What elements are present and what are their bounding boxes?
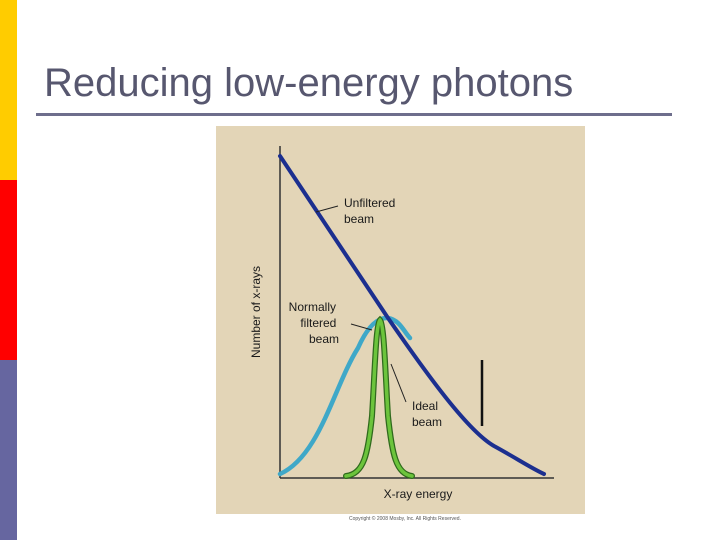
ideal-beam-curve: [344, 317, 414, 478]
y-axis-label: Number of x-rays: [249, 266, 263, 358]
spectrum-diagram: Unfiltered beam Normally filtered beam I…: [216, 126, 585, 514]
copyright-notice: Copyright © 2008 Mosby, Inc. All Rights …: [349, 516, 461, 522]
x-axis-label: X-ray energy: [384, 487, 453, 501]
xray-spectrum-figure: Unfiltered beam Normally filtered beam I…: [216, 126, 585, 514]
sidebar-accent-purple: [0, 360, 17, 540]
filtered-label-leader: [350, 323, 373, 331]
ideal-label-leader: [390, 363, 407, 403]
unfiltered-beam-curve: [278, 154, 546, 476]
normally-filtered-beam-label: Normally filtered beam: [289, 300, 340, 346]
slide-title: Reducing low-energy photons: [44, 61, 574, 105]
unfiltered-beam-label: Unfiltered beam: [344, 196, 399, 226]
unfiltered-label-leader: [315, 205, 339, 213]
sidebar-accent-red: [0, 180, 17, 360]
normally-filtered-beam-curve: [277, 315, 413, 477]
ideal-beam-label: Ideal beam: [412, 399, 442, 429]
sidebar-accent-yellow: [0, 0, 17, 180]
title-underline: [36, 113, 672, 116]
figure-background: [216, 126, 585, 514]
